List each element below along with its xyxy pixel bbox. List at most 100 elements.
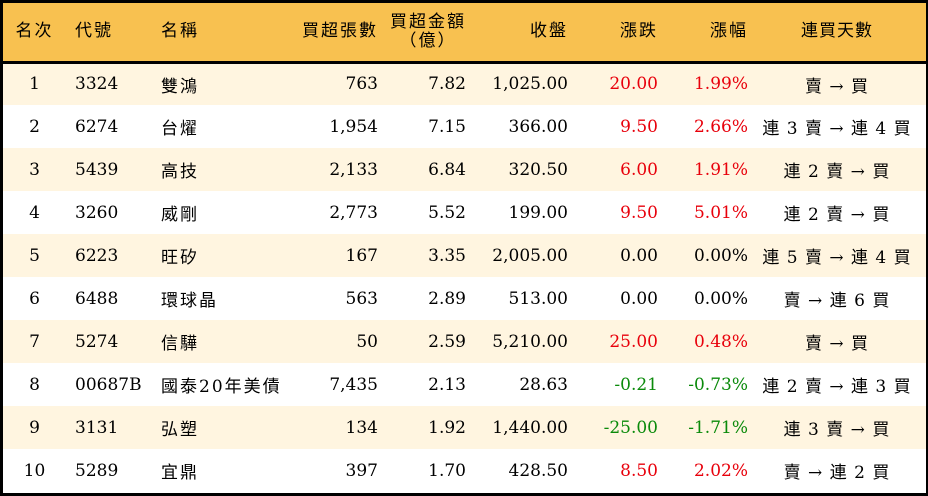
- cell-net-buy-lots: 2,133: [329, 159, 378, 180]
- header-net-buy-amount: 買超金額 （億）: [378, 3, 476, 64]
- table-row: 1 3324 雙鴻 763 7.82 1,025.00 20.00 1.99% …: [3, 62, 926, 105]
- cell-consecutive-days: 連 3 賣 → 買: [783, 420, 891, 440]
- cell-consecutive-days: 賣 → 買: [804, 76, 870, 97]
- cell-net-buy-lots: 2,773: [329, 202, 378, 223]
- cell-net-buy-lots: 563: [345, 288, 378, 309]
- cell-rank: 3: [29, 159, 40, 180]
- cell-change: 6.00: [620, 159, 658, 180]
- table-row: 10 5289 宜鼎 397 1.70 428.50 8.50 2.02% 賣 …: [3, 449, 926, 492]
- cell-net-buy-lots: 167: [345, 245, 378, 266]
- cell-rank: 10: [23, 460, 46, 481]
- cell-consecutive-days: 賣 → 連 6 買: [783, 291, 891, 311]
- table-row: 7 5274 信驊 50 2.59 5,210.00 25.00 0.48% 賣…: [3, 320, 926, 363]
- cell-close: 199.00: [508, 202, 568, 223]
- cell-name: 環球晶: [161, 291, 218, 311]
- cell-rank: 9: [29, 417, 40, 438]
- cell-change-pct: 5.01%: [693, 202, 748, 223]
- header-close: 收盤: [476, 3, 568, 64]
- cell-code: 3131: [75, 417, 119, 438]
- cell-net-buy-amount: 2.59: [428, 331, 466, 352]
- cell-rank: 8: [29, 374, 40, 395]
- cell-change: 9.50: [620, 202, 658, 223]
- cell-name: 旺矽: [161, 248, 199, 268]
- cell-close: 2,005.00: [492, 245, 568, 266]
- cell-code: 00687B: [75, 374, 142, 395]
- cell-change-pct: 0.48%: [693, 331, 748, 352]
- cell-change: -0.21: [614, 374, 658, 395]
- cell-name: 威剛: [161, 205, 199, 225]
- cell-close: 513.00: [508, 288, 568, 309]
- cell-name: 台燿: [161, 119, 199, 139]
- table-row: 3 5439 高技 2,133 6.84 320.50 6.00 1.91% 連…: [3, 148, 926, 191]
- header-consecutive-days: 連買天數: [748, 3, 926, 64]
- cell-close: 428.50: [508, 460, 568, 481]
- cell-net-buy-amount: 5.52: [428, 202, 466, 223]
- header-name: 名稱: [152, 3, 290, 64]
- cell-code: 6488: [75, 288, 119, 309]
- header-change-pct: 漲幅: [658, 3, 748, 64]
- net-buy-ranking-table: 名次 代號 名稱 買超張數 買超金額 （億） 收盤 漲跌 漲幅 連買天數 1 3…: [3, 3, 926, 492]
- cell-consecutive-days: 賣 → 連 2 買: [783, 463, 891, 483]
- cell-close: 320.50: [508, 159, 568, 180]
- cell-change: 0.00: [620, 288, 658, 309]
- cell-net-buy-lots: 7,435: [329, 374, 378, 395]
- cell-name: 雙鴻: [161, 76, 199, 97]
- table-row: 6 6488 環球晶 563 2.89 513.00 0.00 0.00% 賣 …: [3, 277, 926, 320]
- cell-change: 25.00: [609, 331, 658, 352]
- header-change: 漲跌: [568, 3, 658, 64]
- cell-change-pct: -0.73%: [688, 374, 748, 395]
- cell-change: 0.00: [620, 245, 658, 266]
- cell-code: 5439: [75, 159, 119, 180]
- cell-net-buy-amount: 6.84: [428, 159, 466, 180]
- cell-close: 366.00: [508, 116, 568, 137]
- cell-code: 3324: [75, 74, 119, 95]
- table-header-row: 名次 代號 名稱 買超張數 買超金額 （億） 收盤 漲跌 漲幅 連買天數: [3, 3, 926, 64]
- cell-net-buy-amount: 1.70: [428, 460, 466, 481]
- cell-change-pct: 0.00%: [693, 245, 748, 266]
- cell-change-pct: -1.71%: [688, 417, 748, 438]
- cell-close: 1,440.00: [492, 417, 568, 438]
- cell-change-pct: 2.02%: [693, 460, 748, 481]
- header-code: 代號: [66, 3, 152, 64]
- table-row: 2 6274 台燿 1,954 7.15 366.00 9.50 2.66% 連…: [3, 105, 926, 148]
- cell-close: 28.63: [519, 374, 568, 395]
- cell-name: 信驊: [161, 334, 199, 354]
- header-net-buy-amount-line2: （億）: [399, 30, 457, 51]
- cell-name: 弘塑: [161, 420, 199, 440]
- cell-rank: 4: [29, 202, 40, 223]
- header-net-buy-amount-line1: 買超金額: [390, 11, 466, 32]
- cell-net-buy-amount: 7.15: [428, 116, 466, 137]
- cell-consecutive-days: 連 3 賣 → 連 4 買: [762, 119, 912, 139]
- table-row: 4 3260 威剛 2,773 5.52 199.00 9.50 5.01% 連…: [3, 191, 926, 234]
- cell-rank: 5: [29, 245, 40, 266]
- cell-net-buy-amount: 7.82: [428, 74, 466, 95]
- cell-code: 6274: [75, 116, 119, 137]
- cell-consecutive-days: 連 5 賣 → 連 4 買: [762, 248, 912, 268]
- cell-close: 1,025.00: [492, 74, 568, 95]
- cell-code: 6223: [75, 245, 119, 266]
- table-body: 1 3324 雙鴻 763 7.82 1,025.00 20.00 1.99% …: [3, 62, 926, 492]
- cell-code: 5274: [75, 331, 119, 352]
- cell-name: 高技: [161, 162, 199, 182]
- cell-consecutive-days: 連 2 賣 → 買: [783, 205, 891, 225]
- header-net-buy-amount-stack: 買超金額 （億）: [390, 11, 466, 51]
- header-rank: 名次: [3, 3, 66, 64]
- cell-code: 5289: [75, 460, 119, 481]
- cell-net-buy-lots: 763: [345, 74, 378, 95]
- cell-rank: 6: [29, 288, 40, 309]
- table-row: 5 6223 旺矽 167 3.35 2,005.00 0.00 0.00% 連…: [3, 234, 926, 277]
- cell-change: 8.50: [620, 460, 658, 481]
- cell-net-buy-amount: 2.13: [428, 374, 466, 395]
- cell-rank: 1: [29, 74, 40, 95]
- cell-change-pct: 2.66%: [693, 116, 748, 137]
- table-row: 9 3131 弘塑 134 1.92 1,440.00 -25.00 -1.71…: [3, 406, 926, 449]
- cell-net-buy-amount: 3.35: [428, 245, 466, 266]
- cell-code: 3260: [75, 202, 119, 223]
- cell-change: -25.00: [603, 417, 658, 438]
- cell-net-buy-lots: 134: [345, 417, 378, 438]
- cell-change-pct: 0.00%: [693, 288, 748, 309]
- cell-change-pct: 1.99%: [693, 74, 748, 95]
- cell-net-buy-lots: 397: [345, 460, 378, 481]
- cell-change: 20.00: [609, 74, 658, 95]
